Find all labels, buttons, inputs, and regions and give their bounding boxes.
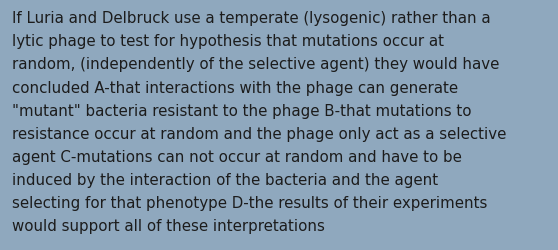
Text: If Luria and Delbruck use a temperate (lysogenic) rather than a: If Luria and Delbruck use a temperate (l…	[12, 11, 491, 26]
Text: concluded A-that interactions with the phage can generate: concluded A-that interactions with the p…	[12, 80, 459, 95]
Text: would support all of these interpretations: would support all of these interpretatio…	[12, 218, 325, 233]
Text: random, (independently of the selective agent) they would have: random, (independently of the selective …	[12, 57, 499, 72]
Text: selecting for that phenotype D-the results of their experiments: selecting for that phenotype D-the resul…	[12, 195, 488, 210]
Text: "mutant" bacteria resistant to the phage B-that mutations to: "mutant" bacteria resistant to the phage…	[12, 103, 472, 118]
Text: lytic phage to test for hypothesis that mutations occur at: lytic phage to test for hypothesis that …	[12, 34, 444, 49]
Text: induced by the interaction of the bacteria and the agent: induced by the interaction of the bacter…	[12, 172, 439, 187]
Text: agent C-mutations can not occur at random and have to be: agent C-mutations can not occur at rando…	[12, 149, 462, 164]
Text: resistance occur at random and the phage only act as a selective: resistance occur at random and the phage…	[12, 126, 507, 141]
